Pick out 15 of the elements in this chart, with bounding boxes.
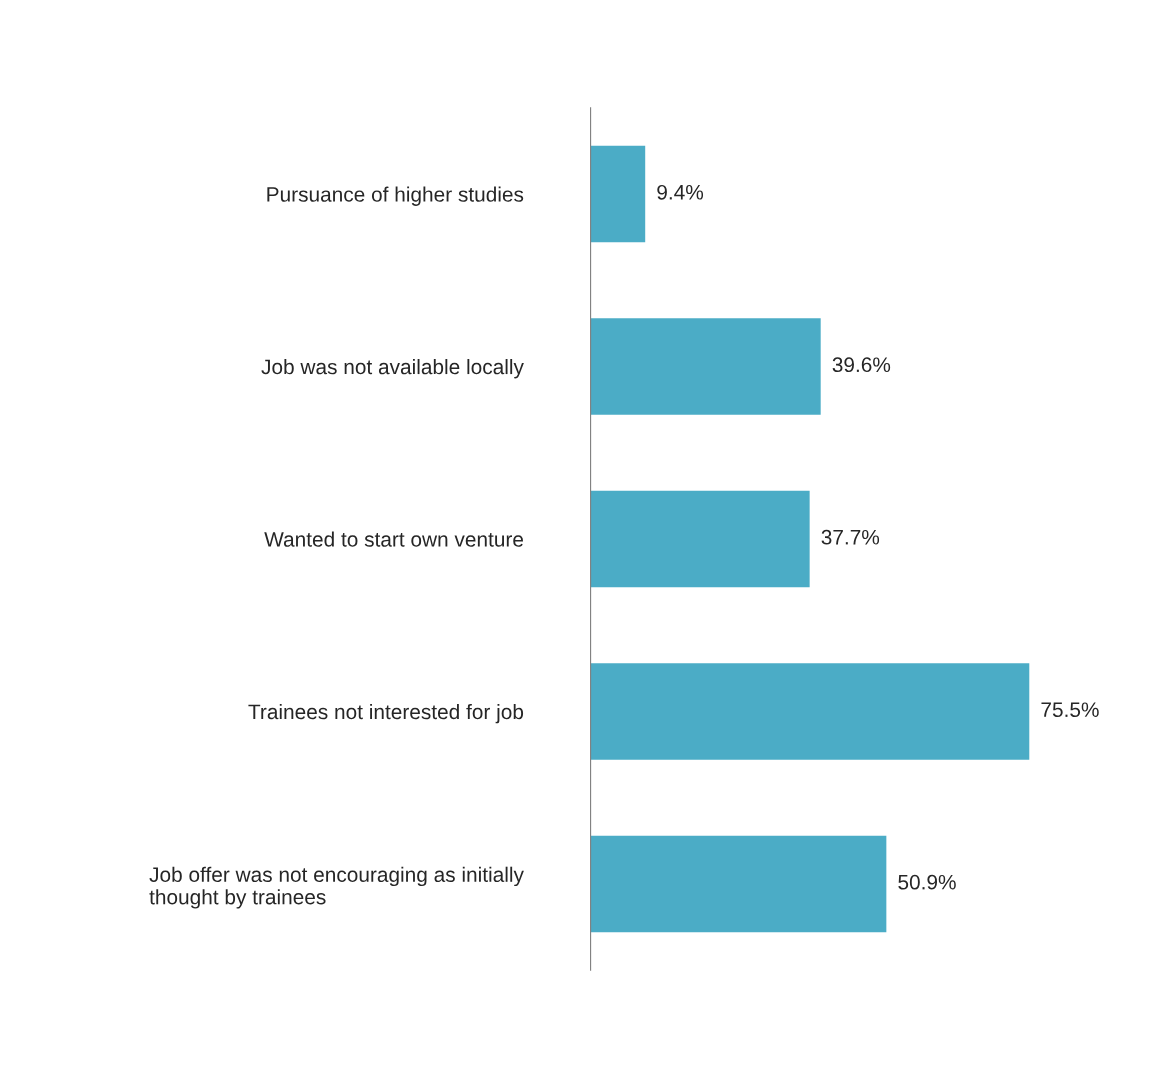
y-tick-label: Job was not available locally [261, 358, 524, 379]
bar [590, 145, 646, 243]
y-tick-label: Pursuance of higher studies [267, 186, 524, 206]
y-tick-label: Trainees not interested for job [248, 703, 524, 724]
data-label: 39.6% [832, 357, 891, 373]
y-tick-label: Wanted to start own venture [264, 531, 524, 547]
data-label: 9.4% [657, 184, 704, 200]
bar [590, 490, 810, 588]
bar [590, 663, 1030, 760]
y-tick-label: Job offer was not encouraging as initially thought by trainees [149, 866, 524, 909]
data-label: 37.7% [821, 529, 880, 545]
bar [590, 835, 887, 933]
data-label: 75.5% [1041, 702, 1099, 718]
data-label: 50.9% [898, 874, 956, 890]
bar [590, 318, 821, 415]
